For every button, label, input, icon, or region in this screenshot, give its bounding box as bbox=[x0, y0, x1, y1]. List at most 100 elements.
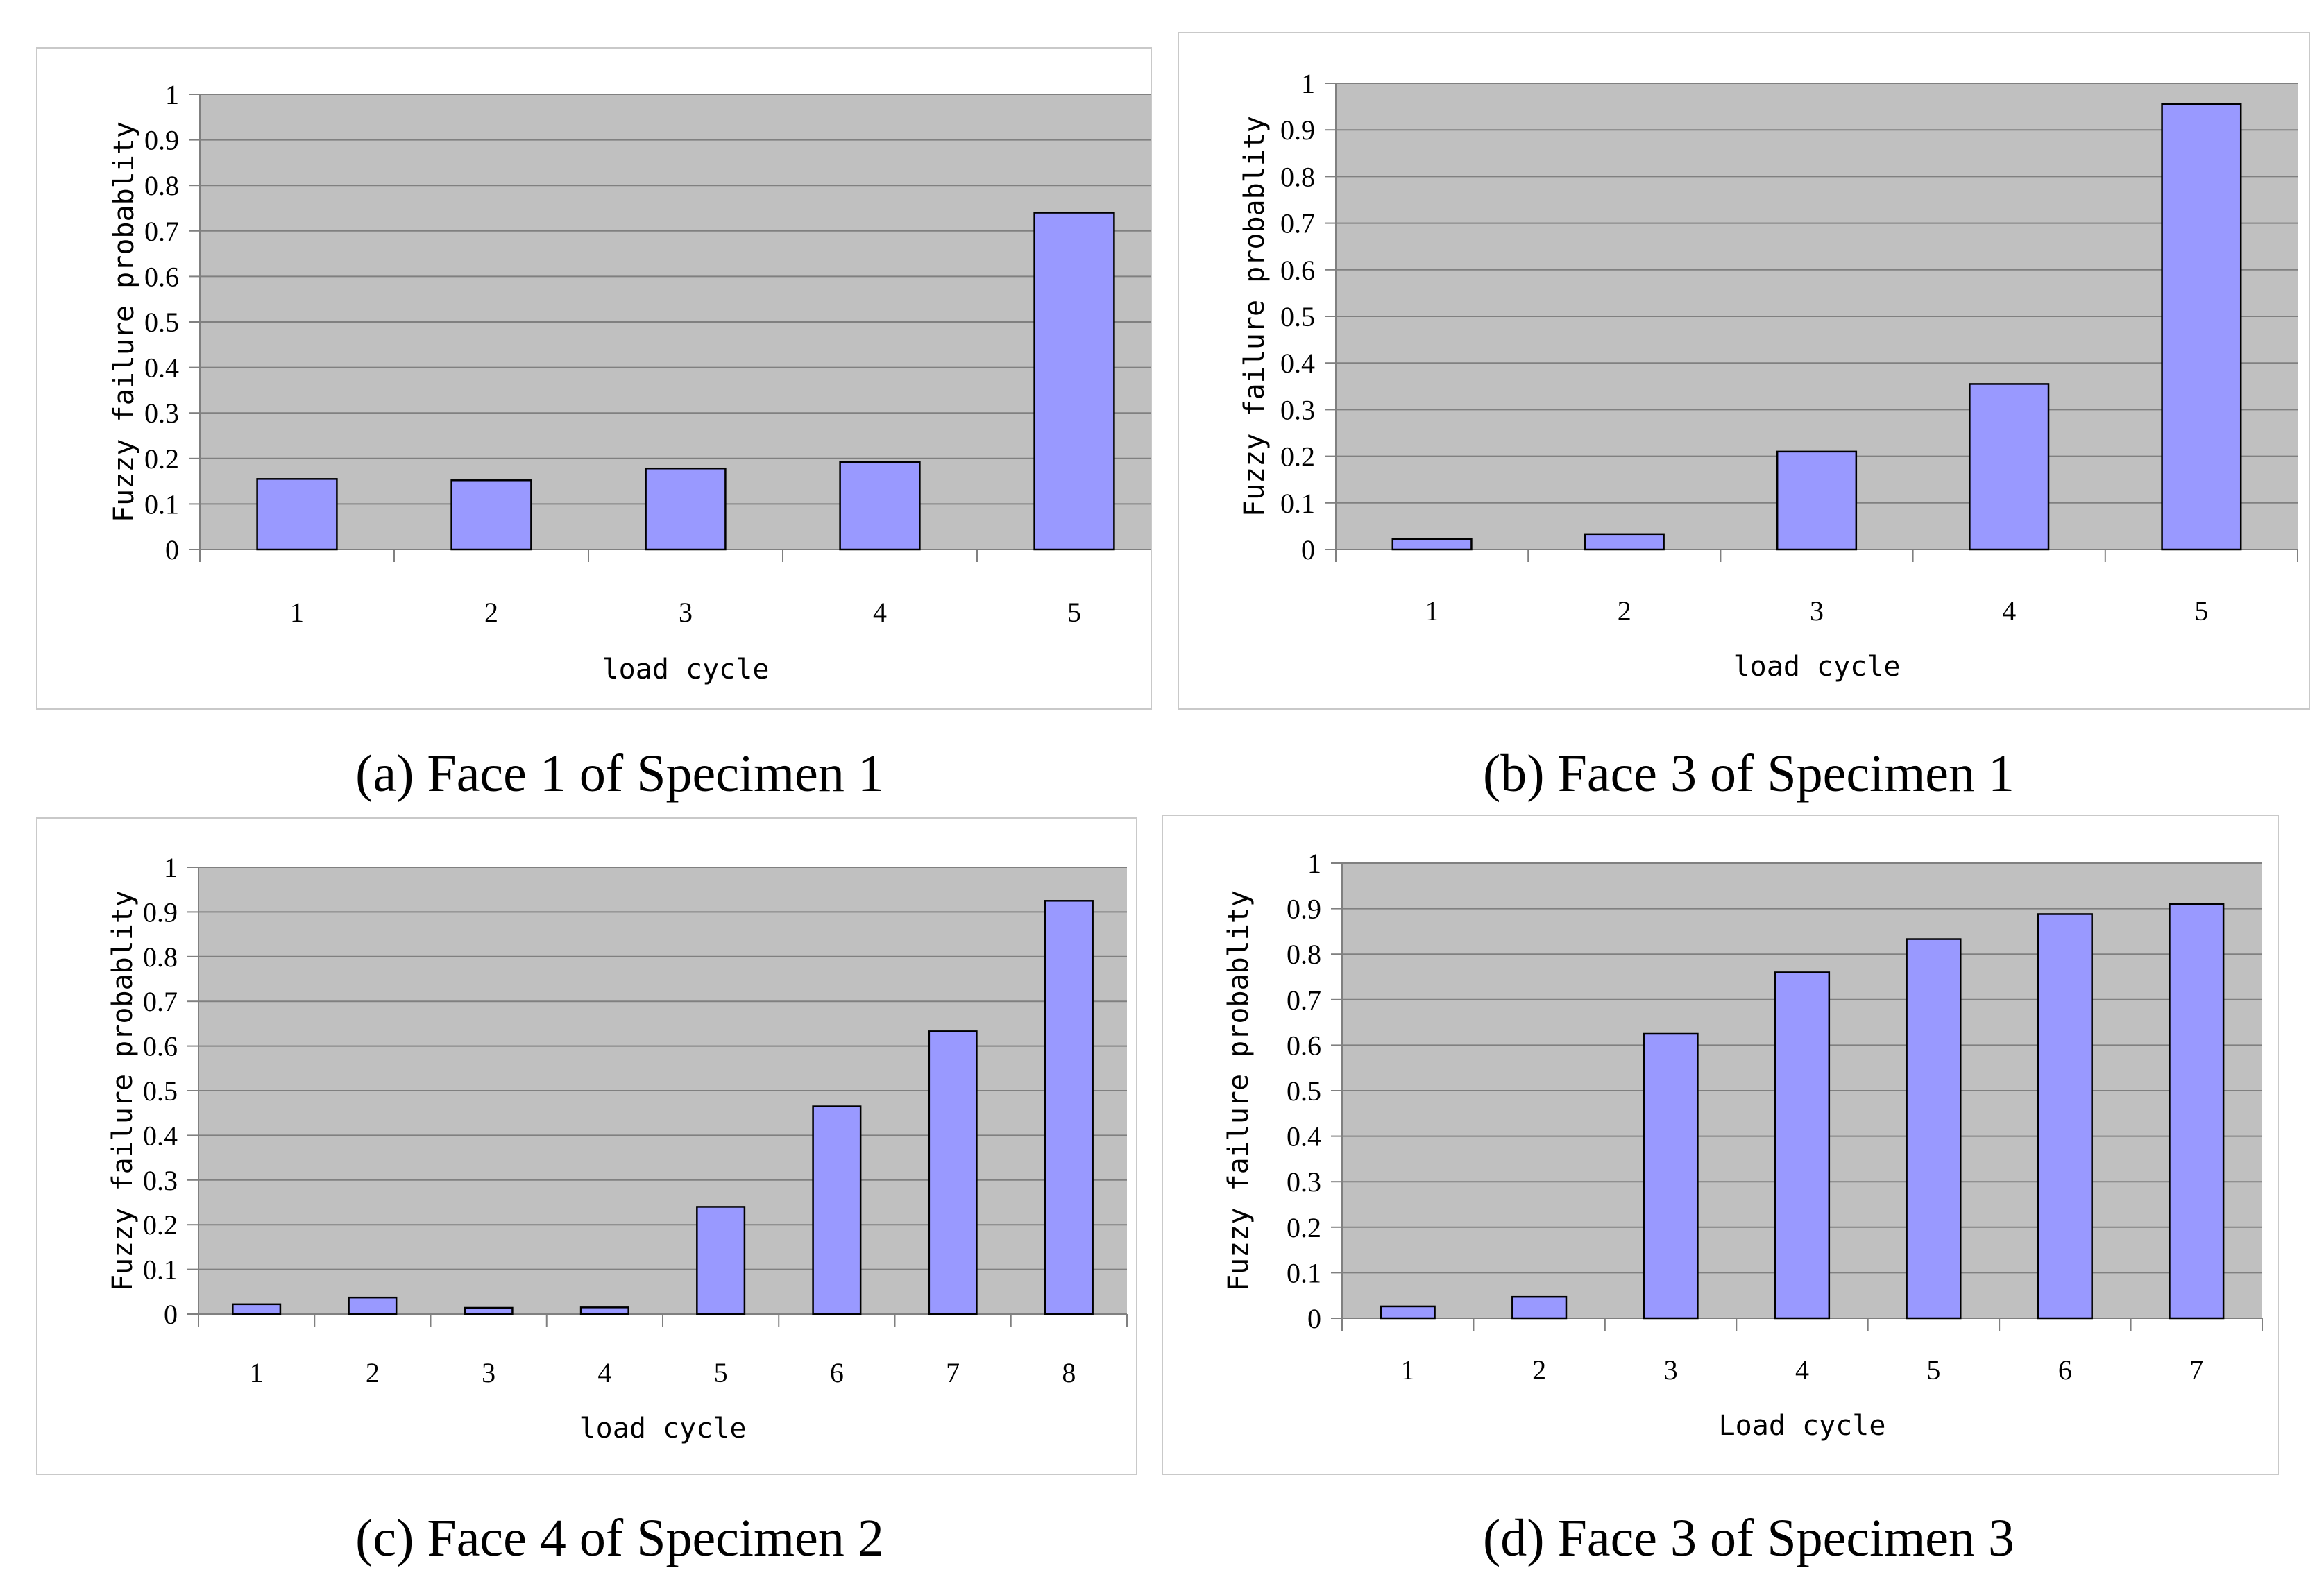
bar-b-2 bbox=[1584, 533, 1665, 551]
ytick-label-b-3: 0.3 bbox=[1280, 394, 1315, 425]
xtick-label-c-6: 6 bbox=[830, 1357, 844, 1388]
ytick-label-c-2: 0.2 bbox=[143, 1209, 178, 1241]
bar-b-3 bbox=[1776, 450, 1858, 551]
ytick-label-c-7: 0.7 bbox=[143, 986, 178, 1017]
xtick-label-a-1: 1 bbox=[290, 597, 304, 628]
bar-d-5 bbox=[1906, 938, 1962, 1320]
ytick-label-a-7: 0.7 bbox=[144, 216, 179, 247]
x-axis-title-a: load cycle bbox=[602, 654, 770, 685]
xtick-label-b-5: 5 bbox=[2194, 595, 2208, 627]
ytick-label-b-6: 0.6 bbox=[1280, 255, 1315, 286]
xtick-label-c-8: 8 bbox=[1062, 1357, 1076, 1388]
ytick-label-b-1: 0.1 bbox=[1280, 488, 1315, 519]
bar-b-1 bbox=[1391, 538, 1473, 551]
xtick-label-b-1: 1 bbox=[1425, 595, 1439, 627]
chart-d-svg: 0 0.1 0.2 0.3 0.4 0.5 0.6 0.7 0.8 0.9 1 1 2 3 4 5 6 7 Load… bbox=[1223, 848, 2263, 1442]
ytick-label-d-10: 1 bbox=[1307, 848, 1321, 879]
ytick-label-c-5: 0.5 bbox=[143, 1075, 178, 1107]
bar-c-1 bbox=[232, 1303, 282, 1315]
ytick-label-a-2: 0.2 bbox=[144, 443, 179, 475]
bar-c-7 bbox=[928, 1030, 978, 1315]
xtick-label-d-7: 7 bbox=[2189, 1354, 2203, 1386]
x-axis-title-d: Load cycle bbox=[1719, 1410, 1886, 1442]
xtick-label-c-7: 7 bbox=[946, 1357, 960, 1388]
ytick-label-a-9: 0.9 bbox=[144, 125, 179, 156]
ytick-label-b-2: 0.2 bbox=[1280, 441, 1315, 472]
ytick-label-b-10: 1 bbox=[1301, 68, 1315, 99]
bar-a-3 bbox=[645, 467, 727, 551]
y-axis-title-d: Fuzzy failure probablity bbox=[1223, 890, 1255, 1291]
bar-d-7 bbox=[2169, 903, 2225, 1320]
ytick-label-d-2: 0.2 bbox=[1287, 1212, 1321, 1243]
xtick-label-c-1: 1 bbox=[250, 1357, 264, 1388]
bar-d-4 bbox=[1774, 971, 1831, 1320]
ytick-label-c-1: 0.1 bbox=[143, 1254, 178, 1286]
ytick-label-c-9: 0.9 bbox=[143, 896, 178, 928]
ytick-label-c-4: 0.4 bbox=[143, 1120, 178, 1151]
ytick-label-d-7: 0.7 bbox=[1287, 985, 1321, 1016]
xtick-label-d-6: 6 bbox=[2058, 1354, 2072, 1386]
ytick-label-a-5: 0.5 bbox=[144, 307, 179, 338]
xtick-label-a-2: 2 bbox=[484, 597, 498, 628]
bar-c-5 bbox=[696, 1206, 746, 1315]
x-axis-title-c: load cycle bbox=[579, 1413, 747, 1445]
xtick-label-d-4: 4 bbox=[1795, 1354, 1809, 1386]
bar-d-2 bbox=[1511, 1295, 1568, 1320]
ytick-label-a-6: 0.6 bbox=[144, 261, 179, 292]
bar-b-5 bbox=[2161, 103, 2242, 551]
bar-c-4 bbox=[579, 1306, 629, 1315]
chart-panel-b: 0 0.1 0.2 0.3 0.4 0.5 0.6 0.7 0.8 0.9 1 1 2 3 4 5 load c… bbox=[1178, 32, 2310, 710]
bar-c-3 bbox=[464, 1306, 514, 1315]
ytick-label-d-0: 0 bbox=[1307, 1303, 1321, 1334]
ytick-label-b-8: 0.8 bbox=[1280, 161, 1315, 192]
ytick-label-a-8: 0.8 bbox=[144, 170, 179, 201]
ytick-label-b-9: 0.9 bbox=[1280, 114, 1315, 146]
ytick-label-b-4: 0.4 bbox=[1280, 348, 1315, 379]
xtick-label-b-3: 3 bbox=[1810, 595, 1824, 627]
bar-c-8 bbox=[1044, 900, 1094, 1315]
caption-c: (c) Face 4 of Specimen 2 bbox=[355, 1509, 884, 1567]
caption-a: (a) Face 1 of Specimen 1 bbox=[355, 744, 884, 803]
chart-b-svg: 0 0.1 0.2 0.3 0.4 0.5 0.6 0.7 0.8 0.9 1 1 2 3 4 5 load c… bbox=[1239, 68, 2298, 683]
xtick-label-c-3: 3 bbox=[482, 1357, 495, 1388]
ytick-label-d-8: 0.8 bbox=[1287, 939, 1321, 970]
ytick-label-d-6: 0.6 bbox=[1287, 1030, 1321, 1061]
xtick-label-c-5: 5 bbox=[714, 1357, 728, 1388]
bar-a-2 bbox=[450, 479, 532, 551]
bar-c-2 bbox=[348, 1296, 398, 1315]
bar-a-1 bbox=[256, 478, 338, 551]
xtick-label-d-3: 3 bbox=[1664, 1354, 1678, 1386]
bar-d-6 bbox=[2037, 913, 2093, 1320]
ytick-label-b-7: 0.7 bbox=[1280, 208, 1315, 239]
bar-a-5 bbox=[1033, 212, 1115, 551]
caption-d: (d) Face 3 of Specimen 3 bbox=[1482, 1509, 2015, 1567]
xtick-label-a-5: 5 bbox=[1067, 597, 1081, 628]
bar-a-4 bbox=[839, 461, 921, 551]
y-axis-title-a: Fuzzy failure probablity bbox=[108, 121, 140, 522]
xtick-label-a-3: 3 bbox=[679, 597, 693, 628]
caption-b: (b) Face 3 of Specimen 1 bbox=[1482, 744, 2015, 803]
xtick-label-d-1: 1 bbox=[1401, 1354, 1415, 1386]
xtick-label-c-2: 2 bbox=[366, 1357, 380, 1388]
bar-d-1 bbox=[1380, 1305, 1436, 1320]
xtick-label-c-4: 4 bbox=[597, 1357, 611, 1388]
bar-c-6 bbox=[812, 1105, 862, 1315]
chart-panel-a: 0 0.1 0.2 0.3 0.4 0.5 0.6 0.7 0.8 0.9 1 1 2 3 4 5 load c… bbox=[36, 47, 1152, 710]
chart-a-svg: 0 0.1 0.2 0.3 0.4 0.5 0.6 0.7 0.8 0.9 1 1 2 3 4 5 load c… bbox=[108, 79, 1151, 685]
xtick-label-b-4: 4 bbox=[2002, 595, 2016, 627]
ytick-label-c-0: 0 bbox=[164, 1299, 178, 1330]
bar-b-4 bbox=[1969, 383, 2050, 551]
y-axis-title-c: Fuzzy failure probablity bbox=[107, 890, 139, 1291]
ytick-label-a-1: 0.1 bbox=[144, 488, 179, 520]
ytick-label-d-3: 0.3 bbox=[1287, 1166, 1321, 1198]
ytick-label-c-6: 0.6 bbox=[143, 1031, 178, 1062]
ytick-label-c-8: 0.8 bbox=[143, 942, 178, 973]
xtick-label-b-2: 2 bbox=[1618, 595, 1631, 627]
ytick-label-d-1: 0.1 bbox=[1287, 1257, 1321, 1288]
bar-d-3 bbox=[1643, 1032, 1699, 1320]
y-axis-title-b: Fuzzy failure probablity bbox=[1239, 116, 1271, 517]
x-axis-title-b: load cycle bbox=[1733, 651, 1901, 683]
ytick-label-a-4: 0.4 bbox=[144, 352, 179, 384]
ytick-label-b-0: 0 bbox=[1301, 534, 1315, 565]
ytick-label-c-10: 1 bbox=[164, 852, 178, 883]
